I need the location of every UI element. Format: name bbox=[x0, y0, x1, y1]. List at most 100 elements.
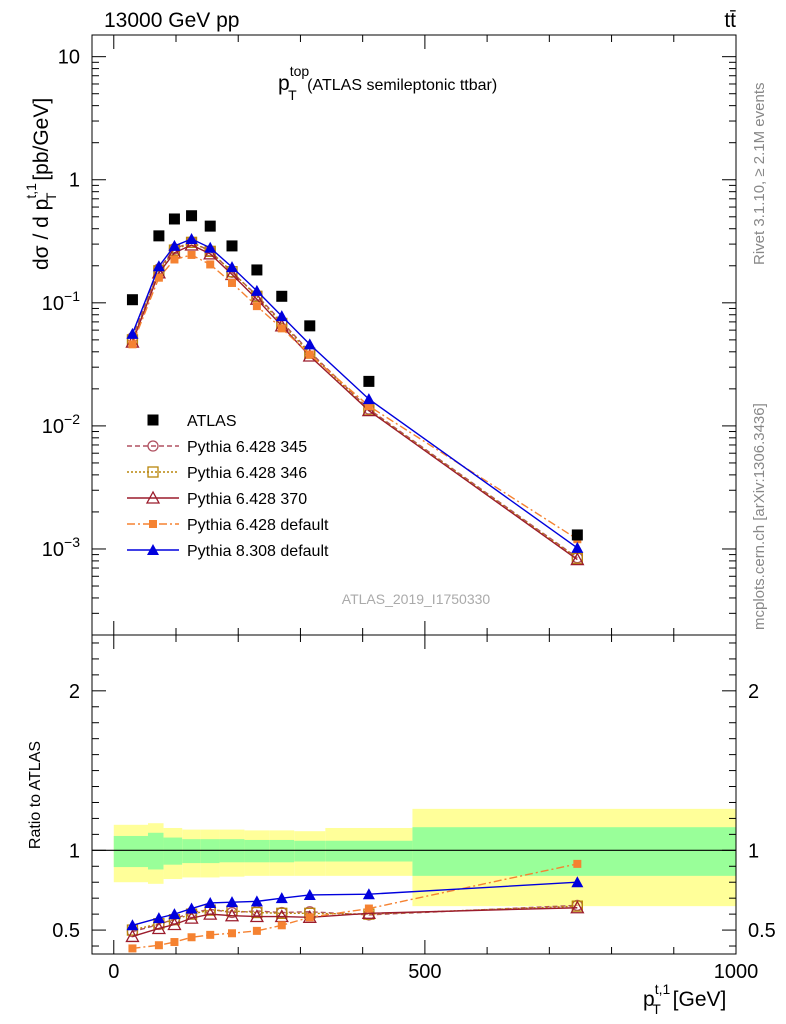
series-point bbox=[303, 338, 316, 350]
ylabel-post: [pb/GeV] bbox=[30, 98, 53, 187]
ylabel-sup: t,1 bbox=[23, 183, 39, 199]
atlas-data-point bbox=[304, 320, 316, 332]
ratio-series-point bbox=[206, 930, 215, 939]
ratio-series-point bbox=[152, 912, 165, 924]
series-point bbox=[252, 302, 261, 311]
ratio-series-point bbox=[228, 929, 236, 938]
uncertainty-bands bbox=[92, 808, 736, 907]
top-panel-frame bbox=[91, 34, 737, 636]
series-point bbox=[362, 393, 375, 405]
ratio-series-line bbox=[132, 904, 578, 933]
rivet-version-label: Rivet 3.1.10, ≥ 2.1M events bbox=[751, 83, 768, 266]
series-point bbox=[185, 233, 198, 245]
bottom-y-tick-labels: 0.5 0.5 1 1 2 2 bbox=[52, 681, 776, 942]
legend-label: Pythia 6.428 345 bbox=[187, 439, 307, 456]
atlas-data-point bbox=[153, 230, 165, 242]
ratio-series-point bbox=[249, 909, 264, 923]
legend-marker bbox=[147, 466, 159, 478]
series-point bbox=[571, 541, 584, 553]
ratio-series-point bbox=[128, 944, 137, 953]
xlabel-sub: T bbox=[652, 1001, 661, 1017]
ratio-y-tick-label: 1 bbox=[69, 840, 80, 862]
series-point bbox=[126, 327, 139, 339]
ratio-series-point bbox=[170, 938, 179, 947]
series-point bbox=[226, 261, 238, 273]
atlas-data-point bbox=[126, 294, 138, 306]
chart-title-sup: top bbox=[290, 63, 310, 79]
xlabel-sup: t,1 bbox=[655, 981, 671, 997]
ratio-series-point bbox=[305, 913, 314, 922]
series-point bbox=[305, 350, 314, 359]
ratio-series-point bbox=[226, 896, 238, 908]
ratio-series-layer bbox=[125, 859, 585, 953]
series-point bbox=[364, 402, 373, 411]
legend-marker bbox=[147, 440, 159, 452]
mcplots-label: mcplots.cern.ch [arXiv:1306.3436] bbox=[751, 403, 768, 630]
y-tick-label: 1 bbox=[69, 170, 80, 192]
ratio-series-point bbox=[570, 900, 585, 914]
ratio-series-point bbox=[571, 876, 584, 888]
series-point bbox=[154, 273, 163, 282]
legend-label: ATLAS bbox=[187, 413, 237, 430]
ratio-series-point bbox=[277, 921, 286, 930]
top-panel: 10−3 10−2 10−1 1 10 ptop T (ATLAS semileptoni… bbox=[23, 34, 737, 636]
ratio-series-point bbox=[252, 926, 261, 935]
ratio-series-point bbox=[184, 910, 199, 924]
series-point bbox=[128, 340, 137, 349]
y-tick-label: 10 bbox=[58, 47, 80, 69]
series-point bbox=[204, 241, 217, 253]
ratio-series-point bbox=[251, 906, 263, 919]
ratio-series-point bbox=[185, 902, 198, 914]
header-process: tt̄ bbox=[724, 9, 736, 32]
uncertainty-band-inner bbox=[294, 840, 326, 862]
y-tick-label: 10−2 bbox=[42, 411, 80, 438]
legend-marker bbox=[149, 520, 157, 528]
ratio-series-point bbox=[303, 888, 316, 900]
uncertainty-band-inner bbox=[200, 839, 220, 864]
atlas-data-point bbox=[276, 290, 288, 302]
ratio-y-axis-label: Ratio to ATLAS bbox=[27, 741, 44, 849]
bottom-panel: 0.5 0.5 1 1 2 2 0 500 1000 Ratio to ATLAS pt,1 T… bbox=[27, 634, 776, 1017]
ratio-series-point bbox=[275, 892, 288, 904]
top-y-tick-labels: 10−3 10−2 10−1 1 10 bbox=[42, 47, 80, 561]
top-series-layer bbox=[125, 210, 585, 566]
uncertainty-band-inner bbox=[269, 839, 295, 863]
series-point bbox=[250, 284, 263, 296]
ratio-y-tick-label-right: 0.5 bbox=[748, 920, 776, 942]
bottom-panel-frame bbox=[91, 634, 737, 955]
analysis-watermark: ATLAS_2019_I1750330 bbox=[342, 591, 491, 607]
header-energy: 13000 GeV pp bbox=[104, 9, 239, 32]
bottom-axis-ticks bbox=[92, 635, 737, 954]
x-tick-label: 0 bbox=[108, 961, 119, 983]
series-point bbox=[275, 310, 288, 322]
atlas-data-point bbox=[363, 375, 375, 387]
ratio-series-point bbox=[167, 917, 182, 931]
xlabel-post: [GeV] bbox=[667, 988, 727, 1011]
ylabel-sub: T bbox=[43, 192, 59, 201]
y-tick-label: 10−1 bbox=[42, 288, 80, 315]
x-tick-label: 500 bbox=[408, 961, 441, 983]
xlabel-pre: p bbox=[643, 988, 655, 1011]
uncertainty-band-inner bbox=[163, 837, 183, 865]
series-point bbox=[277, 324, 286, 333]
series-point bbox=[203, 246, 218, 260]
ylabel-pre: dσ / d p bbox=[30, 199, 53, 270]
legend-label: Pythia 6.428 default bbox=[187, 517, 329, 534]
ratio-series-line bbox=[132, 907, 578, 938]
series-point bbox=[184, 237, 199, 251]
legend: ATLAS Pythia 6.428 345 Pythia 6.428 346 Pyt… bbox=[127, 413, 329, 560]
series-point bbox=[170, 255, 179, 264]
chart-title: ptop T (ATLAS semileptonic ttbar) bbox=[278, 63, 497, 103]
ratio-y-tick-label-right: 2 bbox=[748, 681, 759, 703]
series-point bbox=[570, 552, 585, 566]
legend-marker bbox=[145, 490, 161, 504]
uncertainty-band-inner bbox=[244, 839, 270, 863]
series-point bbox=[228, 278, 236, 287]
ratio-y-tick-label: 2 bbox=[69, 681, 80, 703]
uncertainty-band-inner bbox=[113, 835, 148, 868]
series-point bbox=[361, 403, 376, 417]
chart-title-rest: (ATLAS semileptonic ttbar) bbox=[303, 77, 497, 94]
uncertainty-band-inner bbox=[148, 832, 164, 870]
legend-marker bbox=[147, 414, 159, 426]
